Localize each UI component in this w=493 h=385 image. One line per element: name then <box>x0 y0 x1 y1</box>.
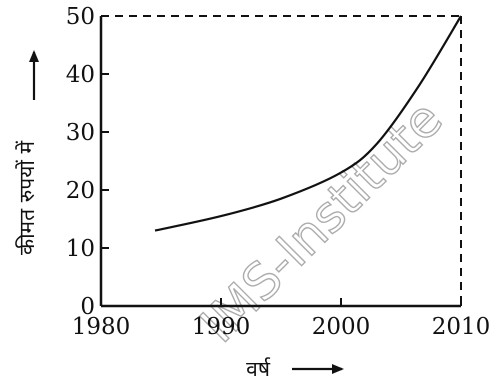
y-axis-label: कीमत रुपयों में <box>15 141 39 256</box>
x-axis-label: वर्ष <box>246 357 271 381</box>
y-tick-label: 0 <box>80 294 95 320</box>
x-tick-label: 2000 <box>312 314 371 340</box>
x-tick-label: 1980 <box>72 314 131 340</box>
y-tick-label: 50 <box>66 4 95 30</box>
series-line <box>154 15 462 232</box>
x-tick-group: 1980 1990 2000 2010 <box>72 298 491 340</box>
y-tick-label: 10 <box>66 236 95 262</box>
x-tick-label: 1990 <box>192 314 251 340</box>
y-tick-label: 30 <box>66 120 95 146</box>
y-tick-label: 40 <box>66 62 95 88</box>
x-tick-label: 2010 <box>432 314 491 340</box>
y-tick-label: 20 <box>66 178 95 204</box>
y-tick-group: 0 10 20 30 40 50 <box>66 4 109 320</box>
